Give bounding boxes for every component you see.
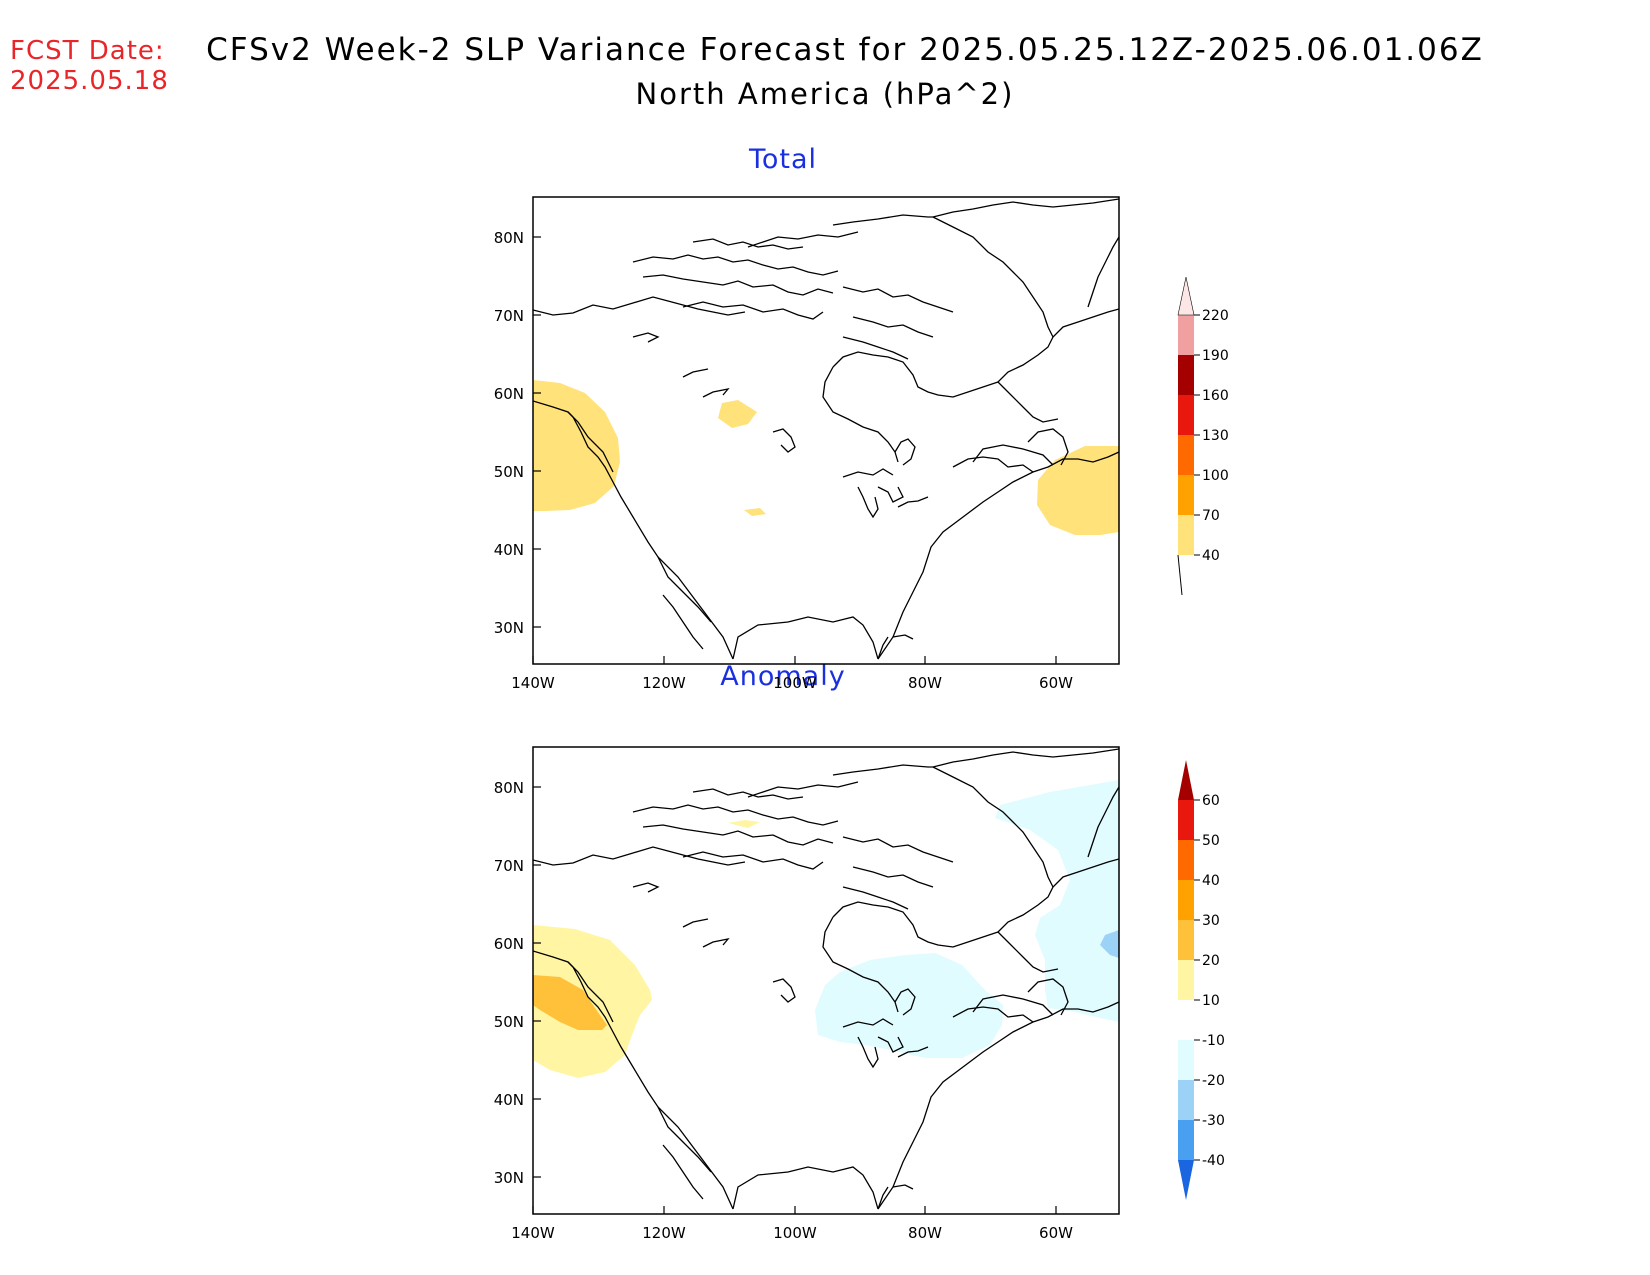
colorbar-label: 30 xyxy=(1202,913,1220,929)
lat-label: 50N xyxy=(494,1013,524,1031)
lat-label: 50N xyxy=(494,463,524,481)
map-frame-total xyxy=(532,196,1120,665)
colorbar-label: 10 xyxy=(1202,993,1220,1009)
lon-label: 100W xyxy=(773,1224,817,1242)
forecast-date-block: FCST Date: 2025.05.18 xyxy=(10,36,169,96)
colorbar-swatch xyxy=(1178,920,1194,960)
map-frame-anomaly xyxy=(532,746,1120,1215)
colorbar-label: 220 xyxy=(1202,308,1229,324)
lon-label: 120W xyxy=(642,1224,686,1242)
colorbar-label: -10 xyxy=(1202,1033,1225,1049)
anomaly-shading xyxy=(533,748,1119,1210)
lon-label: 80W xyxy=(908,1224,942,1242)
colorbar-label: 60 xyxy=(1202,793,1220,809)
lon-label: 80W xyxy=(908,674,942,692)
colorbar-label: 100 xyxy=(1202,468,1229,484)
main-title: CFSv2 Week-2 SLP Variance Forecast for 2… xyxy=(206,32,1484,68)
colorbar-swatch xyxy=(1178,315,1194,355)
colorbar-label: 20 xyxy=(1202,953,1220,969)
shade-total-small xyxy=(744,508,766,516)
lat-label: 80N xyxy=(494,229,524,247)
colorbar-label: -20 xyxy=(1202,1073,1225,1089)
colorbar-swatch xyxy=(1178,1000,1194,1040)
colorbar-top-triangle xyxy=(1178,760,1194,800)
colorbar-label: -40 xyxy=(1202,1153,1225,1169)
colorbar-swatch xyxy=(1178,435,1194,475)
colorbar-bottom-triangle xyxy=(1178,1160,1194,1200)
colorbar-swatch xyxy=(1178,395,1194,435)
map-panel-anomaly: 80N 70N 60N 50N 40N 30N 140W 120W 100W 80W 60W 60 5… xyxy=(494,746,1225,1242)
shade-anom-central-neg10 xyxy=(815,953,1003,1058)
shade-total-atlantic xyxy=(1037,446,1119,535)
colorbar-total: 40 70 100 130 160 190 220 xyxy=(1177,276,1229,596)
lon-label: 140W xyxy=(511,1224,555,1242)
colorbar-label: 50 xyxy=(1202,833,1220,849)
lat-label: 70N xyxy=(494,307,524,325)
colorbar-swatch xyxy=(1178,515,1194,555)
axes-total: 80N 70N 60N 50N 40N 30N 140W 120W 100W 80W 60W xyxy=(494,229,1073,692)
colorbar-anomaly: 60 50 40 30 20 10 -10 -20 -30 -40 xyxy=(1178,760,1225,1200)
colorbar-swatch xyxy=(1178,355,1194,395)
forecast-date-value: 2025.05.18 xyxy=(10,66,169,96)
panel-title-anomaly: Anomaly xyxy=(720,661,846,692)
shade-anom-atlantic-neg10 xyxy=(995,780,1119,1022)
colorbar-label: -30 xyxy=(1202,1113,1225,1129)
lon-label: 60W xyxy=(1039,1224,1073,1242)
coastlines-total xyxy=(533,198,1119,660)
colorbar-swatch xyxy=(1178,960,1194,1000)
colorbar-label: 40 xyxy=(1202,873,1220,889)
lat-label: 60N xyxy=(494,935,524,953)
colorbar-label: 130 xyxy=(1202,428,1229,444)
colorbar-swatch xyxy=(1178,840,1194,880)
colorbar-label: 70 xyxy=(1202,508,1220,524)
lon-label: 140W xyxy=(511,674,555,692)
colorbar-label: 40 xyxy=(1202,548,1220,564)
lon-label: 100W xyxy=(773,674,817,692)
shade-anom-arctic-10 xyxy=(728,820,760,828)
lon-label: 120W xyxy=(642,674,686,692)
lat-label: 30N xyxy=(494,1169,524,1187)
lat-label: 80N xyxy=(494,779,524,797)
lon-label: 60W xyxy=(1039,674,1073,692)
lat-label: 60N xyxy=(494,385,524,403)
colorbar-label: 160 xyxy=(1202,388,1229,404)
colorbar-lower-tail xyxy=(1177,554,1183,596)
colorbar-swatch xyxy=(1178,880,1194,920)
shade-anom-atlantic-neg20 xyxy=(1100,930,1119,958)
shade-anom-pacific-20 xyxy=(533,975,607,1030)
axes-anomaly: 80N 70N 60N 50N 40N 30N 140W 120W 100W 80W 60W xyxy=(494,779,1073,1242)
total-shading xyxy=(533,198,1119,660)
colorbar-swatch xyxy=(1178,800,1194,840)
colorbar-swatch xyxy=(1178,475,1194,515)
lat-label: 40N xyxy=(494,1091,524,1109)
lat-label: 30N xyxy=(494,619,524,637)
shade-total-pacific xyxy=(533,380,620,511)
region-subtitle: North America (hPa^2) xyxy=(635,77,1015,111)
shade-total-prairie xyxy=(718,400,757,428)
lat-label: 40N xyxy=(494,541,524,559)
lat-label: 70N xyxy=(494,857,524,875)
map-panel-total: 80N 70N 60N 50N 40N 30N 140W 120W 100W 80W 60W 40 7… xyxy=(494,196,1229,692)
colorbar-top-triangle xyxy=(1177,276,1195,316)
colorbar-swatch xyxy=(1178,1120,1194,1160)
colorbar-label: 190 xyxy=(1202,348,1229,364)
forecast-date-label: FCST Date: xyxy=(10,36,165,66)
colorbar-swatch xyxy=(1178,1040,1194,1080)
panel-title-total: Total xyxy=(748,144,818,175)
colorbar-swatch xyxy=(1178,1080,1194,1120)
